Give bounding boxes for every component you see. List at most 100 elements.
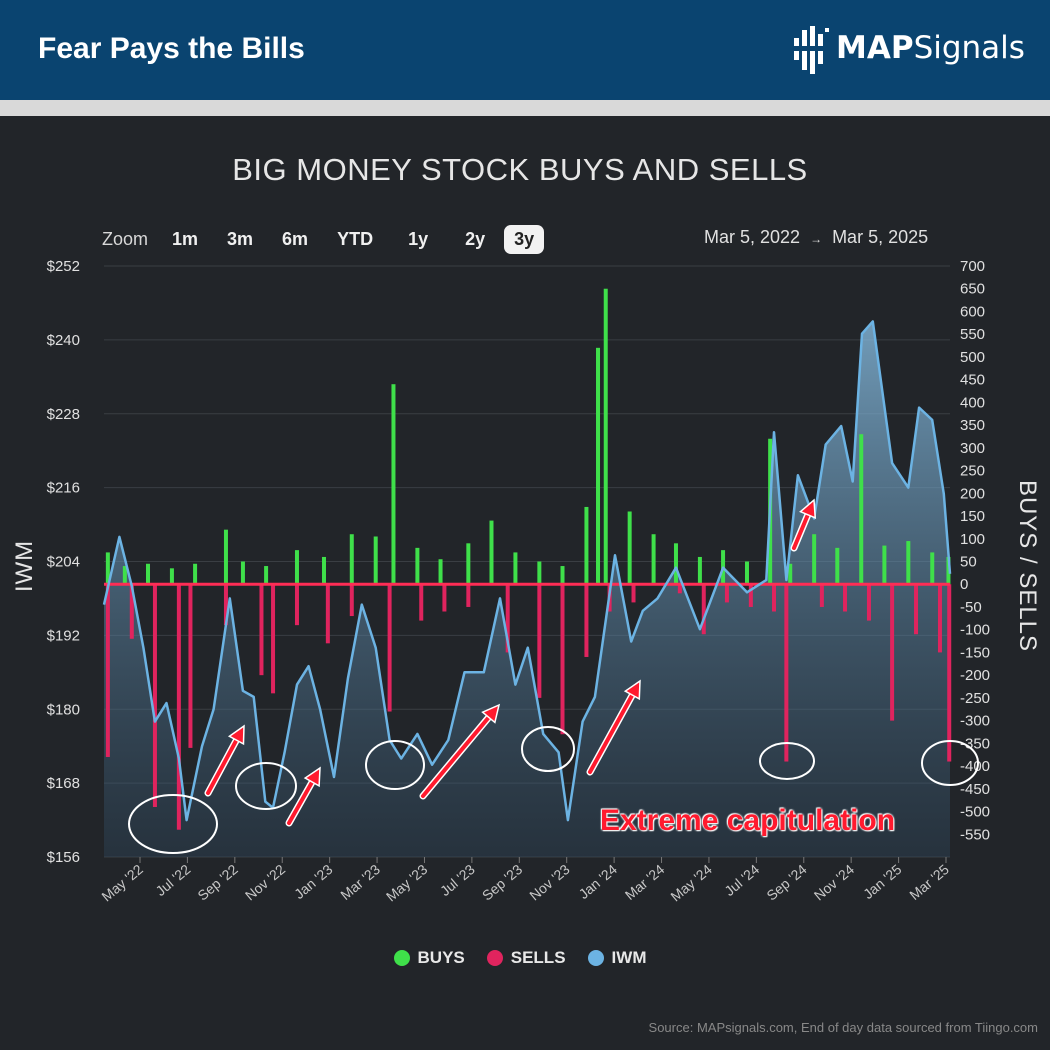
chart-title: BIG MONEY STOCK BUYS AND SELLS (232, 152, 808, 187)
zoom-button-2y[interactable]: 2y (465, 228, 486, 249)
x-tick-label: Mar '23 (337, 861, 383, 903)
buys-bar-33 (859, 434, 864, 585)
x-tick-label: Sep '24 (763, 861, 809, 904)
buys-bar-4 (193, 563, 198, 585)
annotation-extreme-capitulation: Extreme capitulation (600, 804, 896, 837)
x-tick-label: May '24 (667, 861, 715, 905)
buys-bar-35 (906, 541, 911, 585)
y-right-tick-label: -150 (960, 644, 990, 661)
x-tick-label: Mar '24 (622, 861, 668, 903)
sells-bar-23 (724, 584, 729, 603)
sells-bar-32 (937, 584, 942, 653)
y-right-tick-label: 50 (960, 554, 977, 571)
y-left-tick-label: $156 (47, 849, 80, 866)
y-left-tick-label: $252 (47, 258, 80, 275)
zoom-button-3y[interactable]: 3y (504, 224, 545, 254)
buys-bar-32 (835, 547, 840, 585)
x-tick-label: Jan '24 (576, 861, 621, 902)
buys-bar-20 (584, 506, 589, 585)
buys-bar-34 (882, 545, 887, 585)
y-right-tick-label: 0 (960, 576, 968, 593)
legend-item-iwm[interactable]: IWM (587, 948, 647, 968)
buys-bar-36 (930, 552, 935, 585)
sells-bar-5 (223, 584, 228, 626)
legend-label-iwm: IWM (611, 948, 647, 967)
rally-arrow-head-1 (303, 766, 321, 788)
y-right-tick-label: -550 (960, 826, 990, 843)
sells-bar-24 (748, 584, 753, 607)
sells-bar-6 (259, 584, 264, 676)
sells-bar-31 (914, 584, 919, 635)
y-right-tick-label: -300 (960, 713, 990, 730)
buys-bar-16 (489, 520, 494, 585)
y-right-tick-label: 250 (960, 463, 985, 480)
y-right-tick-label: 200 (960, 485, 985, 502)
y-right-tick-label: 450 (960, 372, 985, 389)
buys-bar-11 (373, 536, 378, 585)
zoom-button-6m[interactable]: 6m (282, 228, 309, 249)
y-right-tick-label: 600 (960, 303, 985, 320)
zoom-button-1m[interactable]: 1m (172, 228, 199, 249)
y-right-tick-label: 500 (960, 349, 985, 366)
x-tick-label: Sep '23 (479, 861, 525, 904)
y-left-tick-label: $180 (47, 701, 80, 718)
rally-arrow-head-3 (623, 679, 641, 701)
sells-bar-14 (466, 584, 471, 607)
sells-bar-33 (947, 584, 952, 762)
buys-bar-15 (466, 543, 471, 585)
date-range: Mar 5, 2022 → Mar 5, 2025 (704, 227, 928, 248)
chart-legend: BUYS SELLS IWM (0, 948, 1040, 968)
arrow-right-icon: → (810, 232, 823, 246)
zoom-button-ytd[interactable]: YTD (337, 228, 374, 249)
buys-bar-8 (294, 550, 299, 585)
range-end[interactable]: Mar 5, 2025 (832, 227, 929, 247)
iwm-line (102, 320, 952, 822)
legend-item-sells[interactable]: SELLS (486, 948, 566, 968)
source-note: Source: MAPsignals.com, End of day data … (648, 1020, 1038, 1035)
capitulation-circle-5 (921, 740, 979, 786)
sells-bar-17 (560, 584, 565, 735)
logo-text: MAPSignals (836, 30, 1025, 66)
buys-bar-17 (513, 552, 518, 585)
buys-bar-3 (169, 568, 174, 585)
y-left-tick-label: $192 (47, 627, 80, 644)
sells-bar-25 (772, 584, 777, 612)
y-right-tick-label: 100 (960, 531, 985, 548)
legend-item-buys[interactable]: BUYS (393, 948, 465, 968)
x-tick-label: Jul '23 (437, 861, 478, 899)
zoom-button-1y[interactable]: 1y (408, 228, 429, 249)
y-right-tick-label: 150 (960, 508, 985, 525)
y-right-tick-label: 700 (960, 258, 985, 275)
legend-label-buys: BUYS (417, 948, 465, 967)
range-start[interactable]: Mar 5, 2022 (704, 227, 801, 247)
buys-bar-0 (105, 552, 110, 585)
sells-bar-16 (537, 584, 542, 698)
sells-bar-10 (349, 584, 354, 617)
y-right-tick-label: -500 (960, 804, 990, 821)
sells-bar-27 (819, 584, 824, 607)
capitulation-circle-1 (235, 762, 297, 810)
iwm-area (104, 321, 950, 857)
capitulation-circle-2 (365, 740, 425, 790)
zoom-control: Zoom 1m 3m 6m YTD 1y 2y 3y (102, 224, 553, 254)
rally-arrow-2 (421, 715, 491, 798)
sells-bar-11 (387, 584, 392, 712)
buys-bar-10 (349, 534, 354, 585)
y-right-tick-label: 400 (960, 394, 985, 411)
x-tick-label: Jul '24 (721, 861, 762, 899)
x-tick-label: May '22 (98, 861, 146, 905)
capitulation-circle-4 (759, 742, 815, 780)
logo-text-bold: MAP (836, 30, 914, 66)
buys-bar-28 (744, 561, 749, 585)
y-right-tick-label: -450 (960, 781, 990, 798)
zoom-button-3m[interactable]: 3m (227, 228, 254, 249)
sells-bar-29 (866, 584, 871, 621)
page-title: Fear Pays the Bills (38, 32, 305, 65)
y-right-tick-label: 650 (960, 281, 985, 298)
sells-bar-21 (677, 584, 682, 594)
buys-bar-5 (223, 529, 228, 585)
sells-bar-26 (784, 584, 789, 762)
x-tick-label: Jul '22 (152, 861, 193, 899)
buys-bar-30 (788, 563, 793, 585)
y-right-tick-label: -50 (960, 599, 982, 616)
